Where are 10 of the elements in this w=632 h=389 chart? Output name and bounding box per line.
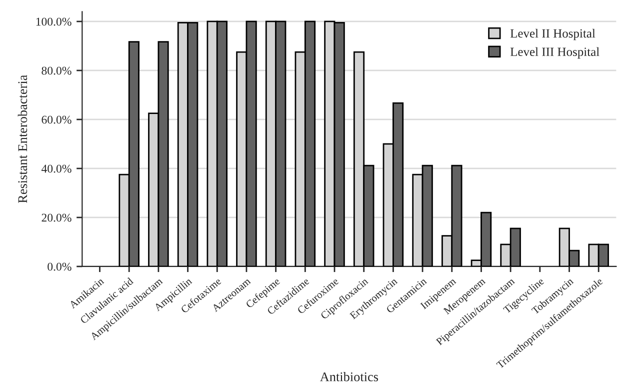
y-tick-label: 100.0% bbox=[36, 18, 72, 26]
legend-label: Level II Hospital bbox=[510, 28, 596, 40]
y-tick-label: 0.0% bbox=[48, 262, 72, 271]
legend-label: Level III Hospital bbox=[510, 47, 600, 59]
y-tick-label: 20.0% bbox=[42, 214, 72, 222]
y-tick-label: 40.0% bbox=[41, 164, 72, 173]
y-tick-label: 60.0% bbox=[42, 116, 72, 124]
y-tick-label: 80.0% bbox=[42, 66, 72, 75]
x-axis-title: Antibiotics bbox=[320, 372, 378, 382]
y-axis-title: Resistant Enterobacteria bbox=[18, 74, 28, 203]
